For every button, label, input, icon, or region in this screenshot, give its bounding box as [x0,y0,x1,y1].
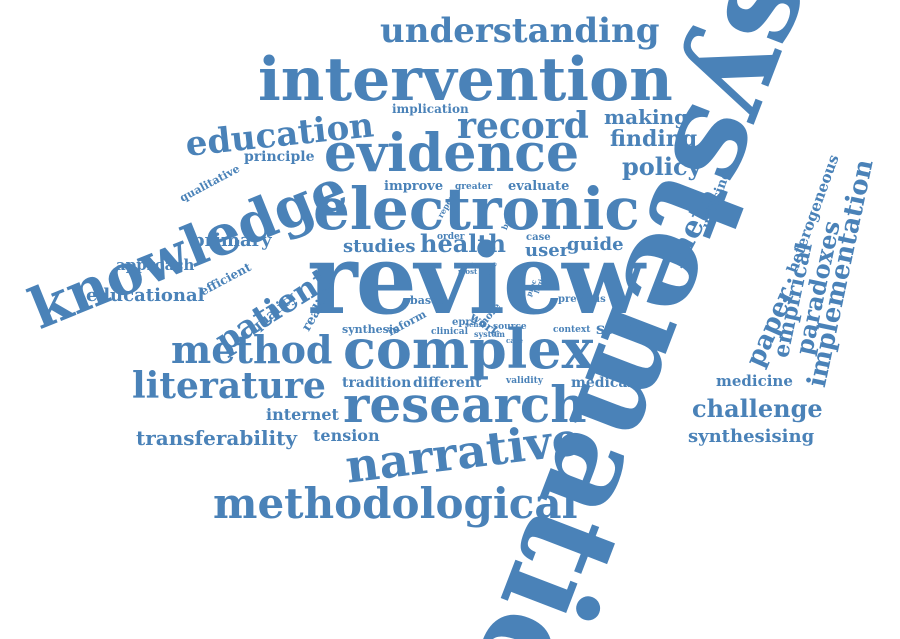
word-care: care [506,336,523,345]
word-transferability: transferability [136,426,297,450]
word-guide: guide [567,234,624,255]
word-eprs: eprs [452,317,477,328]
word-principle: principle [244,149,315,165]
word-clinical: clinical [431,327,469,337]
word-evidence: evidence [324,123,580,184]
word-system: system [474,329,505,339]
word-research: research [343,375,587,434]
word-approach: approach [116,256,195,274]
word-primary: primary [192,230,272,251]
word-electronic: electronic [313,175,640,243]
word-review: review [307,223,645,336]
word-method: method [171,327,333,372]
word-evaluate: evaluate [508,179,570,194]
word-case: case [526,232,551,243]
word-synthesis: synthesis [342,323,400,336]
word-studies: studies [343,236,416,257]
word-challenge: challenge [692,394,823,423]
word-methodological: methodological [213,479,578,528]
word-most: most [458,267,478,276]
word-health: health [420,229,506,258]
word-intervention: intervention [258,45,673,115]
word-understanding: understanding [380,11,660,51]
word-previous: previous [558,294,606,305]
word-medicine: medicine [716,372,793,390]
word-synthesising: synthesising [688,426,815,447]
word-policy: policy [622,152,702,181]
word-implication: implication [392,102,469,116]
word-literature: literature [132,365,326,407]
word-finding: finding [610,126,698,152]
word-educational: educational [86,285,205,306]
word-medical: medical [571,375,633,391]
word-improve: improve [384,179,444,194]
word-source: source [493,322,527,332]
word-order: order [437,232,465,242]
word-based: based [410,294,446,307]
word-record: record [457,105,589,147]
word-validity: validity [506,376,543,386]
word-tradition: tradition [342,375,412,391]
word-sense: sense [465,320,487,329]
word-study: study [596,319,645,338]
word-greater: greater [455,182,493,192]
word-user: user [525,240,570,261]
word-different: different [413,375,482,391]
word-context: context [553,325,591,335]
word-internet: internet [266,405,339,424]
word-making: making [604,105,689,129]
word-tension: tension [313,426,380,445]
word-complex: complex [343,317,594,381]
